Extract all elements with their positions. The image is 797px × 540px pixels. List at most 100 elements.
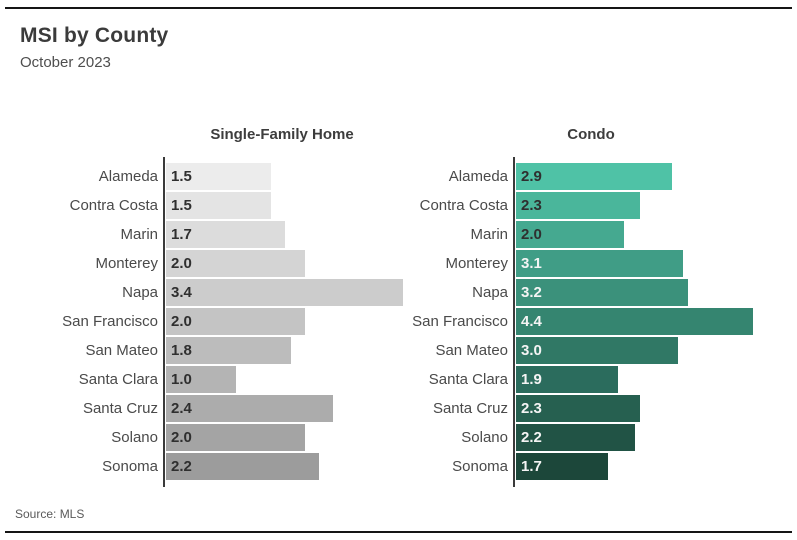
bar-track: 1.5	[166, 192, 403, 219]
bar-track: 2.0	[516, 221, 753, 248]
bar: 2.0	[516, 221, 624, 248]
axis-line-condo	[513, 157, 515, 487]
bar-value-label: 2.0	[171, 429, 192, 446]
chart-row: Monterey 2.0	[20, 250, 410, 277]
bar: 2.9	[516, 163, 673, 190]
bar-value-label: 2.3	[521, 197, 542, 214]
bar-value-label: 2.3	[521, 400, 542, 417]
bar-value-label: 3.1	[521, 255, 542, 272]
bar-track: 1.0	[166, 366, 403, 393]
bar-track: 2.0	[166, 424, 403, 451]
bar: 3.0	[516, 337, 678, 364]
bar: 2.3	[516, 395, 640, 422]
chart-row: Marin 2.0	[370, 221, 760, 248]
bar-track: 2.2	[516, 424, 753, 451]
bar-value-label: 1.5	[171, 197, 192, 214]
bar-track: 1.9	[516, 366, 753, 393]
bar-value-label: 1.0	[171, 371, 192, 388]
bar: 1.7	[166, 221, 285, 248]
category-label: Sonoma	[452, 458, 508, 475]
bar: 1.8	[166, 337, 292, 364]
bar-track: 4.4	[516, 308, 753, 335]
bar: 1.7	[516, 453, 608, 480]
bar: 2.3	[516, 192, 640, 219]
chart-row: Napa 3.2	[370, 279, 760, 306]
bar-track: 3.1	[516, 250, 753, 277]
category-label: Santa Clara	[78, 371, 158, 388]
chart-row: San Francisco 2.0	[20, 308, 410, 335]
bar-rows-single-family-home: Alameda 1.5 Contra Costa 1.5 Marin 1.7 Montere…	[20, 163, 410, 482]
chart-row: San Francisco 4.4	[370, 308, 760, 335]
bar-value-label: 2.0	[521, 226, 542, 243]
bar-track: 1.7	[516, 453, 753, 480]
bar-track: 3.0	[516, 337, 753, 364]
top-border-rule	[5, 7, 792, 9]
chart-row: Santa Clara 1.9	[370, 366, 760, 393]
bar-track: 2.9	[516, 163, 753, 190]
page-title: MSI by County	[20, 24, 169, 47]
bar-track: 2.3	[516, 395, 753, 422]
bottom-border-rule	[5, 531, 792, 533]
bar-track: 2.2	[166, 453, 403, 480]
category-label: Napa	[472, 284, 508, 301]
bar-value-label: 4.4	[521, 313, 542, 330]
chart-row: Contra Costa 1.5	[20, 192, 410, 219]
bar: 1.5	[166, 163, 271, 190]
bar: 2.2	[166, 453, 320, 480]
bar: 3.2	[516, 279, 689, 306]
bar: 4.4	[516, 308, 753, 335]
category-label: Contra Costa	[69, 197, 158, 214]
bar: 3.4	[166, 279, 403, 306]
bar-value-label: 3.2	[521, 284, 542, 301]
chart-row: Marin 1.7	[20, 221, 410, 248]
bar-value-label: 1.7	[521, 458, 542, 475]
bar-value-label: 2.2	[521, 429, 542, 446]
bar: 1.5	[166, 192, 271, 219]
category-label: Sonoma	[102, 458, 158, 475]
category-label: Santa Clara	[428, 371, 508, 388]
chart-title-condo: Condo	[567, 126, 615, 143]
chart-row: Monterey 3.1	[370, 250, 760, 277]
category-label: Marin	[120, 226, 158, 243]
chart-row: Sonoma 1.7	[370, 453, 760, 480]
bar: 2.4	[166, 395, 334, 422]
chart-row: Napa 3.4	[20, 279, 410, 306]
category-label: Alameda	[448, 168, 508, 185]
bar: 2.0	[166, 308, 306, 335]
axis-line-single-family-home	[163, 157, 165, 487]
bar-value-label: 1.7	[171, 226, 192, 243]
bar: 2.2	[516, 424, 635, 451]
category-label: Monterey	[445, 255, 508, 272]
bar-track: 3.4	[166, 279, 403, 306]
bar-track: 2.0	[166, 308, 403, 335]
bar-value-label: 1.5	[171, 168, 192, 185]
chart-row: Santa Cruz 2.4	[20, 395, 410, 422]
bar-value-label: 1.9	[521, 371, 542, 388]
page-subtitle: October 2023	[20, 54, 111, 71]
bar-value-label: 2.0	[171, 255, 192, 272]
category-label: Contra Costa	[419, 197, 508, 214]
category-label: Solano	[461, 429, 508, 446]
bar-value-label: 3.0	[521, 342, 542, 359]
chart-row: Alameda 2.9	[370, 163, 760, 190]
category-label: San Mateo	[85, 342, 158, 359]
bar-track: 2.4	[166, 395, 403, 422]
category-label: San Francisco	[62, 313, 158, 330]
bar-track: 1.5	[166, 163, 403, 190]
chart-row: Alameda 1.5	[20, 163, 410, 190]
category-label: Monterey	[95, 255, 158, 272]
chart-row: Santa Cruz 2.3	[370, 395, 760, 422]
bar-value-label: 2.4	[171, 400, 192, 417]
bar-value-label: 3.4	[171, 284, 192, 301]
chart-row: Santa Clara 1.0	[20, 366, 410, 393]
chart-row: Contra Costa 2.3	[370, 192, 760, 219]
category-label: Santa Cruz	[432, 400, 508, 417]
bar: 1.9	[516, 366, 619, 393]
bar: 2.0	[166, 250, 306, 277]
bar-track: 1.8	[166, 337, 403, 364]
bar-value-label: 2.0	[171, 313, 192, 330]
chart-row: Solano 2.2	[370, 424, 760, 451]
bar-track: 2.0	[166, 250, 403, 277]
chart-row: Solano 2.0	[20, 424, 410, 451]
bar-value-label: 2.2	[171, 458, 192, 475]
